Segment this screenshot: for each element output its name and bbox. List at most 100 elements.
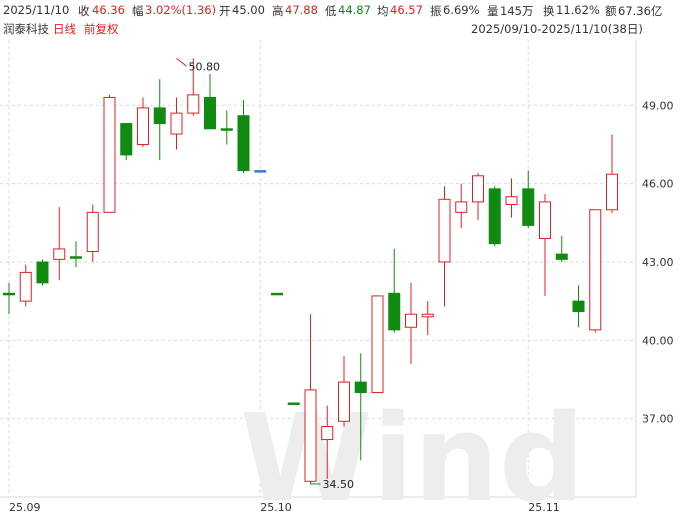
- candle: [371, 295, 384, 394]
- adjust-selector[interactable]: 前复权: [84, 22, 119, 36]
- date-label: 2025/11/10: [3, 3, 70, 17]
- candle-body: [287, 402, 300, 405]
- y-tick-label: 37.00: [642, 413, 674, 426]
- candle: [421, 301, 434, 336]
- candle: [220, 110, 233, 145]
- candle-body: [3, 292, 15, 296]
- y-tick-label: 43.00: [642, 256, 674, 269]
- grid-layer: [0, 40, 637, 498]
- candle-body: [488, 188, 501, 245]
- annotation-label: 50.80: [189, 60, 221, 73]
- turnover-value: 11.62%: [556, 3, 600, 17]
- candle-body: [237, 115, 250, 172]
- candle: [505, 178, 518, 218]
- candle: [103, 94, 116, 213]
- annotation-layer: 50.80 34.50: [176, 57, 355, 491]
- candle: [522, 170, 535, 229]
- candle-body: [522, 188, 535, 226]
- candle: [204, 73, 216, 130]
- candle-body: [187, 94, 200, 114]
- candle: [354, 353, 367, 461]
- candle: [19, 264, 32, 307]
- close-label: 收: [78, 4, 90, 18]
- candle: [405, 282, 417, 364]
- x-tick-label: 25.10: [260, 501, 292, 514]
- amplitude-label: 振: [430, 4, 442, 18]
- candle-body: [371, 295, 384, 394]
- candle-body: [338, 381, 350, 422]
- candle: [321, 405, 334, 479]
- candle-body: [405, 313, 417, 328]
- candle: [589, 209, 602, 333]
- candle-body: [204, 96, 216, 130]
- change-label: 幅: [132, 4, 144, 18]
- candle-body: [19, 271, 32, 302]
- candle-body: [455, 201, 468, 213]
- candle: [137, 97, 149, 148]
- candle-body: [86, 211, 99, 253]
- candle: [555, 235, 568, 262]
- candle-body: [321, 425, 334, 441]
- y-tick-label: 40.00: [642, 334, 674, 347]
- candle-body: [354, 381, 367, 394]
- y-tick-label: 49.00: [642, 99, 674, 112]
- candle: [287, 402, 300, 405]
- x-tick-label: 25.09: [9, 501, 41, 514]
- candle: [572, 285, 585, 328]
- period-selector[interactable]: 日线: [53, 22, 76, 36]
- candle-body: [572, 300, 585, 313]
- candle-body: [36, 261, 49, 284]
- candle: [338, 355, 350, 427]
- low-value: 44.87: [338, 3, 371, 17]
- candle: [170, 97, 183, 150]
- open-value: 45.00: [232, 3, 265, 17]
- candle-body: [153, 107, 166, 125]
- candle-body: [53, 248, 66, 260]
- candle: [304, 314, 317, 484]
- turnover-label: 换: [543, 4, 555, 18]
- avg-label: 均: [377, 4, 389, 18]
- quote-info-bar: 2025/11/10 收 46.36 幅 3.02%(1.36) 开 45.00…: [0, 0, 688, 38]
- amount-label: 额: [605, 4, 617, 18]
- candle-layer: [3, 58, 618, 484]
- candle-body: [555, 253, 568, 260]
- candle: [472, 173, 484, 221]
- candle-body: [137, 107, 149, 145]
- candle-body: [304, 389, 317, 482]
- candle-body: [220, 128, 233, 131]
- amount-value: 67.36亿: [618, 4, 663, 18]
- low-label: 低: [325, 4, 337, 18]
- candle: [539, 194, 551, 296]
- high-value: 47.88: [285, 3, 318, 17]
- high-label: 高: [272, 4, 284, 18]
- candle-body: [421, 313, 434, 318]
- candle: [53, 207, 66, 281]
- candle-body: [120, 123, 133, 156]
- candle: [388, 248, 401, 333]
- volume-value: 145万: [500, 4, 534, 18]
- candle-body: [254, 170, 267, 173]
- candle: [237, 100, 250, 174]
- annotation-leader: [176, 57, 187, 67]
- candle: [70, 241, 82, 268]
- candle: [254, 170, 267, 173]
- candle: [86, 204, 99, 262]
- candle-body: [472, 175, 484, 203]
- axis-layer: 49.00 46.00 43.00 40.00 37.00 25.09 25.10 25.11: [9, 99, 674, 514]
- candle: [271, 292, 283, 296]
- stock-name: 润泰科技: [3, 22, 49, 36]
- candle: [488, 186, 501, 247]
- candle-body: [438, 198, 451, 263]
- change-value: 3.02%(1.36): [145, 3, 217, 17]
- quote-row-2: 润泰科技 日线 前复权 2025/09/10-2025/11/10(38日): [0, 19, 688, 37]
- x-tick-label: 25.11: [528, 501, 560, 514]
- candle-body: [70, 256, 82, 259]
- annotation-label: 34.50: [323, 478, 355, 491]
- candle: [120, 123, 133, 161]
- date-range: 2025/09/10-2025/11/10(38日): [471, 22, 643, 36]
- candle-body: [170, 112, 183, 135]
- candle: [187, 58, 200, 116]
- candle-body: [539, 201, 551, 239]
- candle-body: [103, 96, 116, 213]
